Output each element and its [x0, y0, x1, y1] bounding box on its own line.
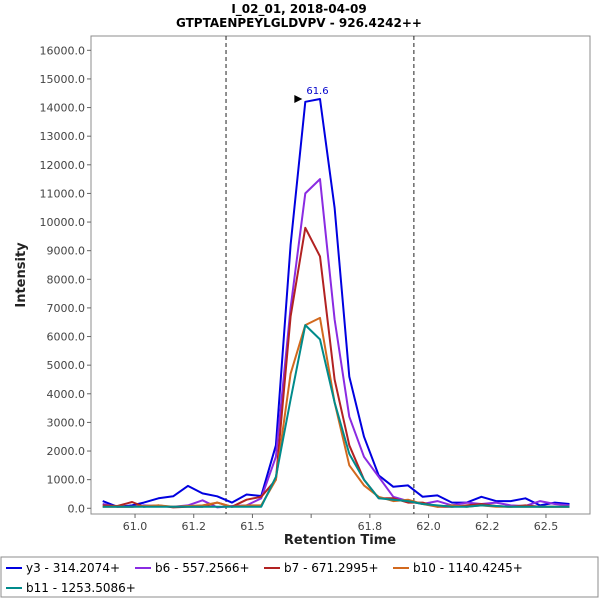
y-tick-label: 15000.0 — [40, 73, 86, 86]
x-tick-label: 61.5 — [240, 520, 265, 533]
x-axis: 61.0 61.2 61.5 61.8 62.0 62.2 62.5 — [123, 514, 558, 533]
x-tick-label: 61.2 — [181, 520, 206, 533]
y-tick-label: 5000.0 — [47, 359, 86, 372]
x-axis-label: Retention Time — [284, 533, 396, 548]
legend-entry: y3 - 314.2074+ — [26, 561, 120, 575]
x-tick-label: 61.0 — [123, 520, 148, 533]
chart-subtitle: GTPTAENPEYLGLDVPV - 926.4242++ — [176, 16, 422, 30]
y-tick-label: 10000.0 — [40, 216, 86, 229]
legend-items: y3 - 314.2074+ b6 - 557.2566+ b7 - 671.299… — [6, 561, 523, 595]
y-tick-label: 6000.0 — [47, 331, 86, 344]
chart-title: I_02_01, 2018-04-09 — [231, 2, 366, 17]
y-tick-label: 1000.0 — [47, 474, 86, 487]
y-tick-label: 2000.0 — [47, 445, 86, 458]
y-tick-label: 14000.0 — [40, 102, 86, 115]
y-tick-label: 4000.0 — [47, 388, 86, 401]
legend-entry: b6 - 557.2566+ — [155, 561, 250, 575]
y-tick-label: 8000.0 — [47, 273, 86, 286]
y-tick-label: 11000.0 — [40, 187, 86, 200]
y-axis: 0.0 1000.0 2000.0 3000.0 4000.0 5000.0 6000.0 7… — [40, 44, 91, 515]
peak-annotation: 61.6 — [294, 86, 329, 103]
peak-boundaries — [225, 36, 415, 514]
y-axis-label: Intensity — [14, 242, 29, 308]
y-tick-label: 16000.0 — [40, 44, 86, 57]
y-tick-label: 7000.0 — [47, 302, 86, 315]
legend-entry: b7 - 671.2995+ — [284, 561, 379, 575]
peak-arrow-icon — [294, 94, 303, 103]
x-tick-label: 62.2 — [475, 520, 500, 533]
y-tick-label: 0.0 — [68, 502, 86, 515]
x-tick-label: 61.8 — [358, 520, 383, 533]
y-tick-label: 3000.0 — [47, 416, 86, 429]
y-tick-label: 12000.0 — [40, 159, 86, 172]
series-lines — [102, 98, 570, 509]
y-tick-label: 9000.0 — [47, 245, 86, 258]
series-line — [102, 98, 570, 508]
x-tick-label: 62.0 — [416, 520, 441, 533]
legend-entry: b10 - 1140.4245+ — [413, 561, 523, 575]
legend — [0, 556, 599, 598]
peak-label: 61.6 — [306, 86, 328, 97]
series-line — [102, 324, 570, 508]
y-tick-label: 13000.0 — [40, 130, 86, 143]
x-tick-label: 62.5 — [534, 520, 559, 533]
legend-entry: b11 - 1253.5086+ — [26, 581, 136, 595]
